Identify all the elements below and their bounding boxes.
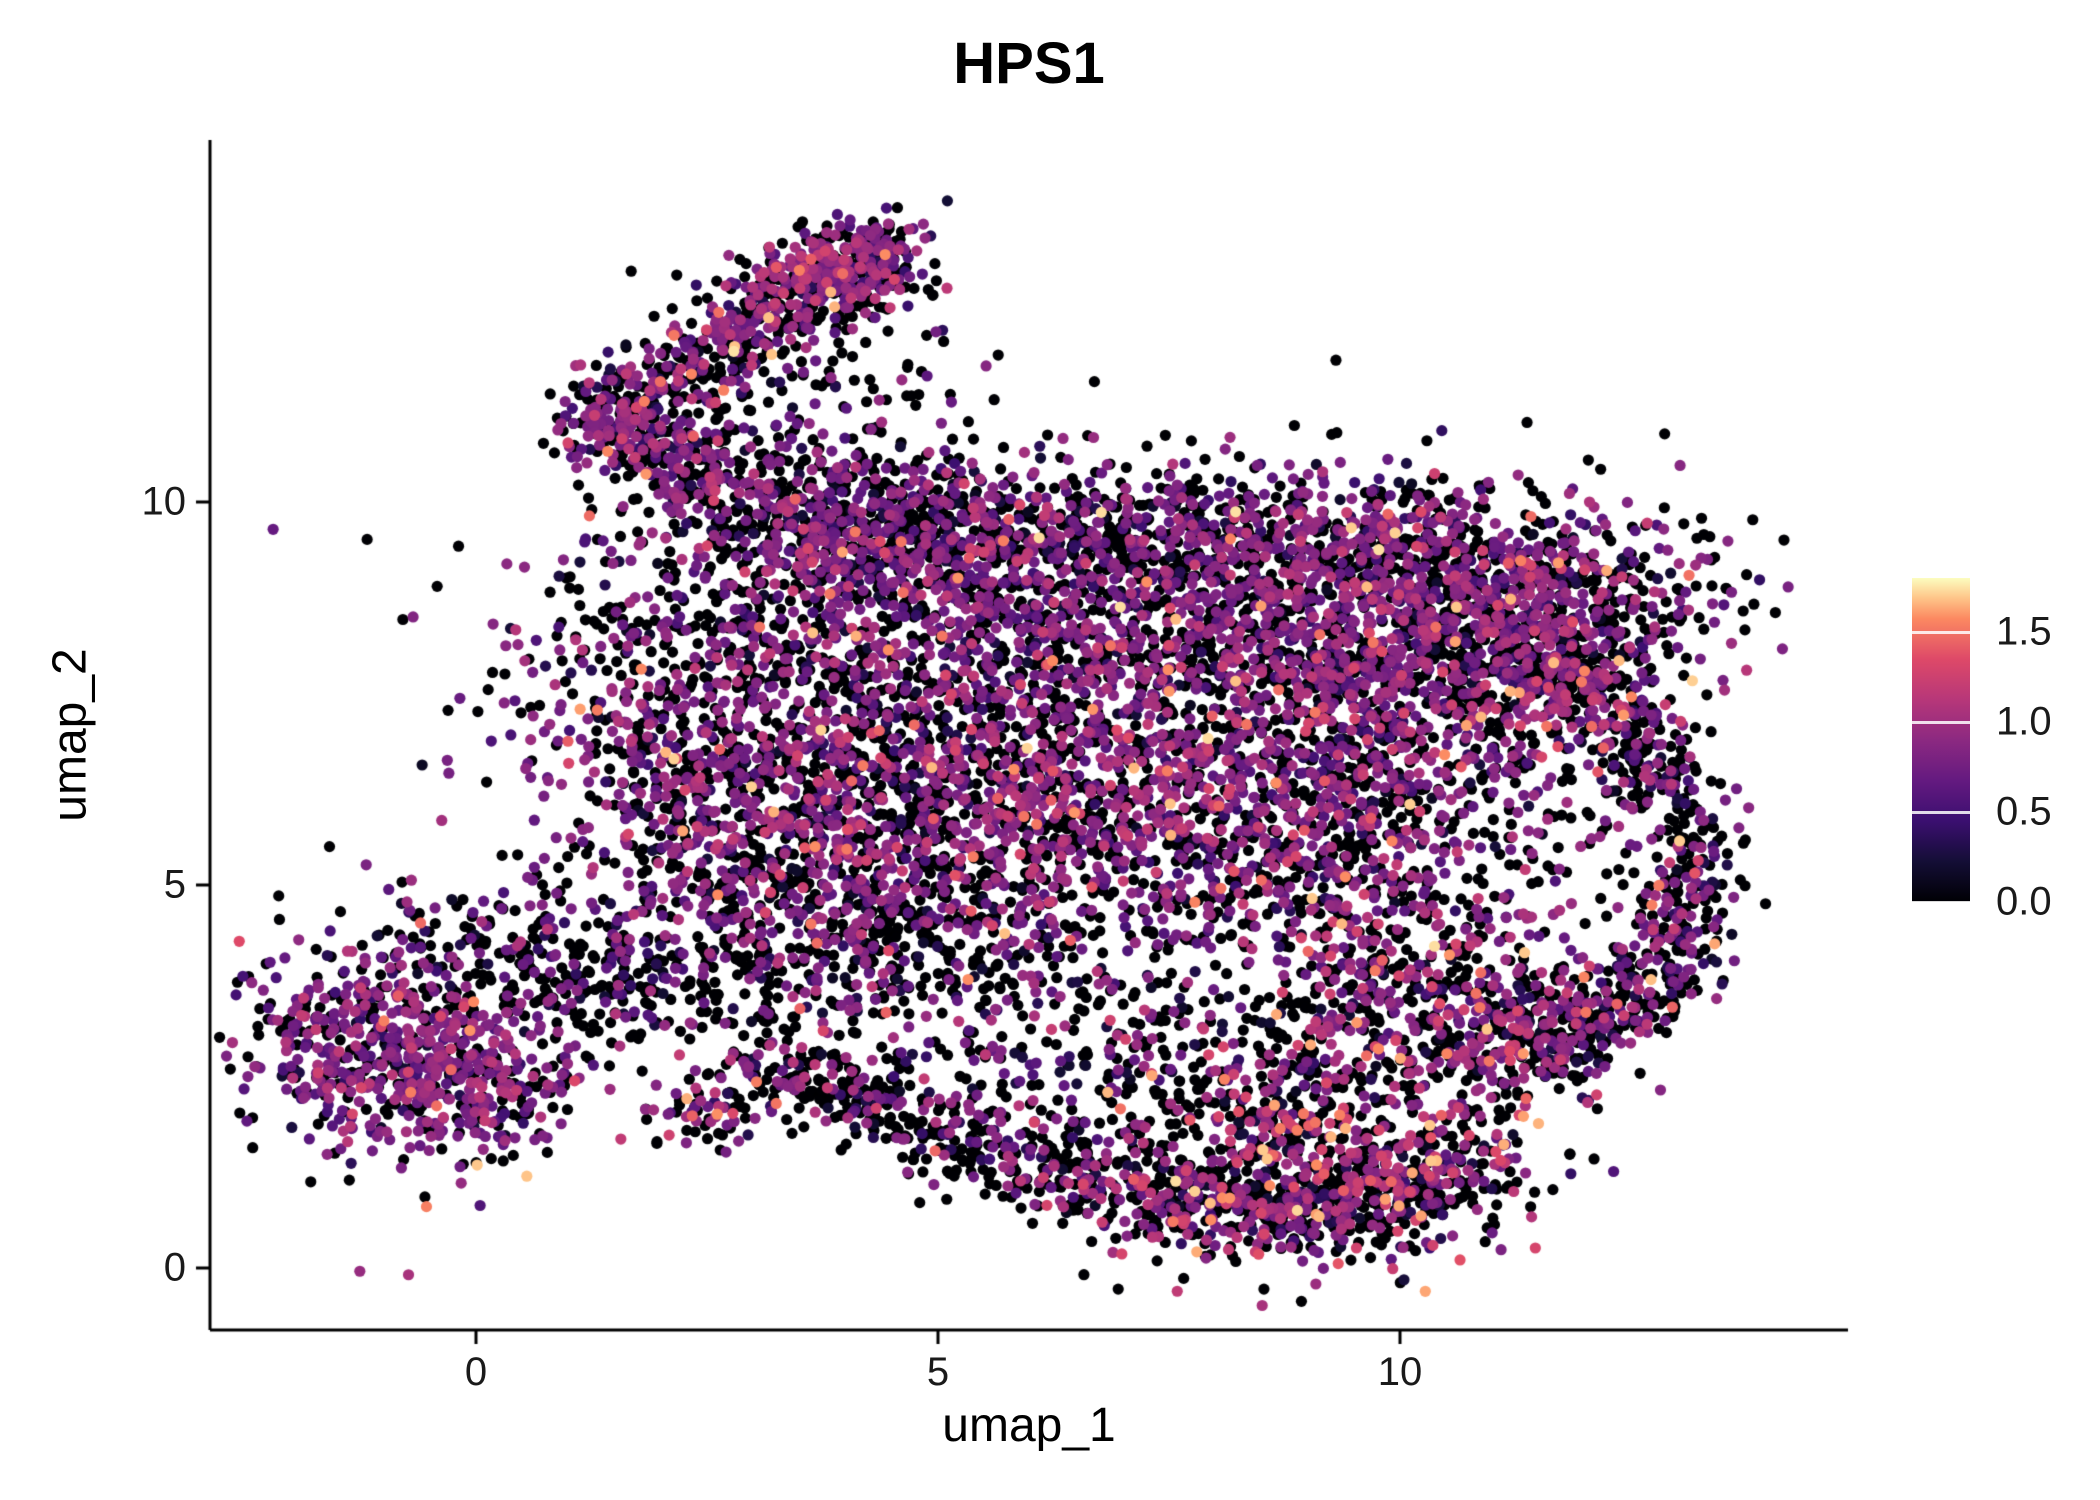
colorbar-tick [1912,900,1970,902]
colorbar-label-0.0: 0.0 [1996,879,2052,924]
y-tick-label-5: 5 [163,862,186,907]
colorbar-tick [1912,810,1970,814]
colorbar-tick [1912,630,1970,634]
colorbar-tick [1912,720,1970,724]
x-axis-title: umap_1 [942,1399,1116,1452]
expression-colorbar [1912,578,1970,902]
y-tick-label-10: 10 [141,479,187,524]
colorbar-label-0.5: 0.5 [1996,789,2052,834]
x-tick-label-10: 10 [1377,1350,1423,1394]
colorbar-label-1.0: 1.0 [1996,699,2052,744]
plot-title: HPS1 [953,31,1105,96]
x-tick-label-5: 5 [926,1350,950,1394]
colorbar-label-1.5: 1.5 [1996,609,2052,654]
y-axis-title: umap_2 [43,648,97,822]
x-tick-label-0: 0 [464,1350,488,1394]
y-tick-label-0: 0 [163,1245,186,1290]
colorbar-gradient [1912,578,1970,902]
